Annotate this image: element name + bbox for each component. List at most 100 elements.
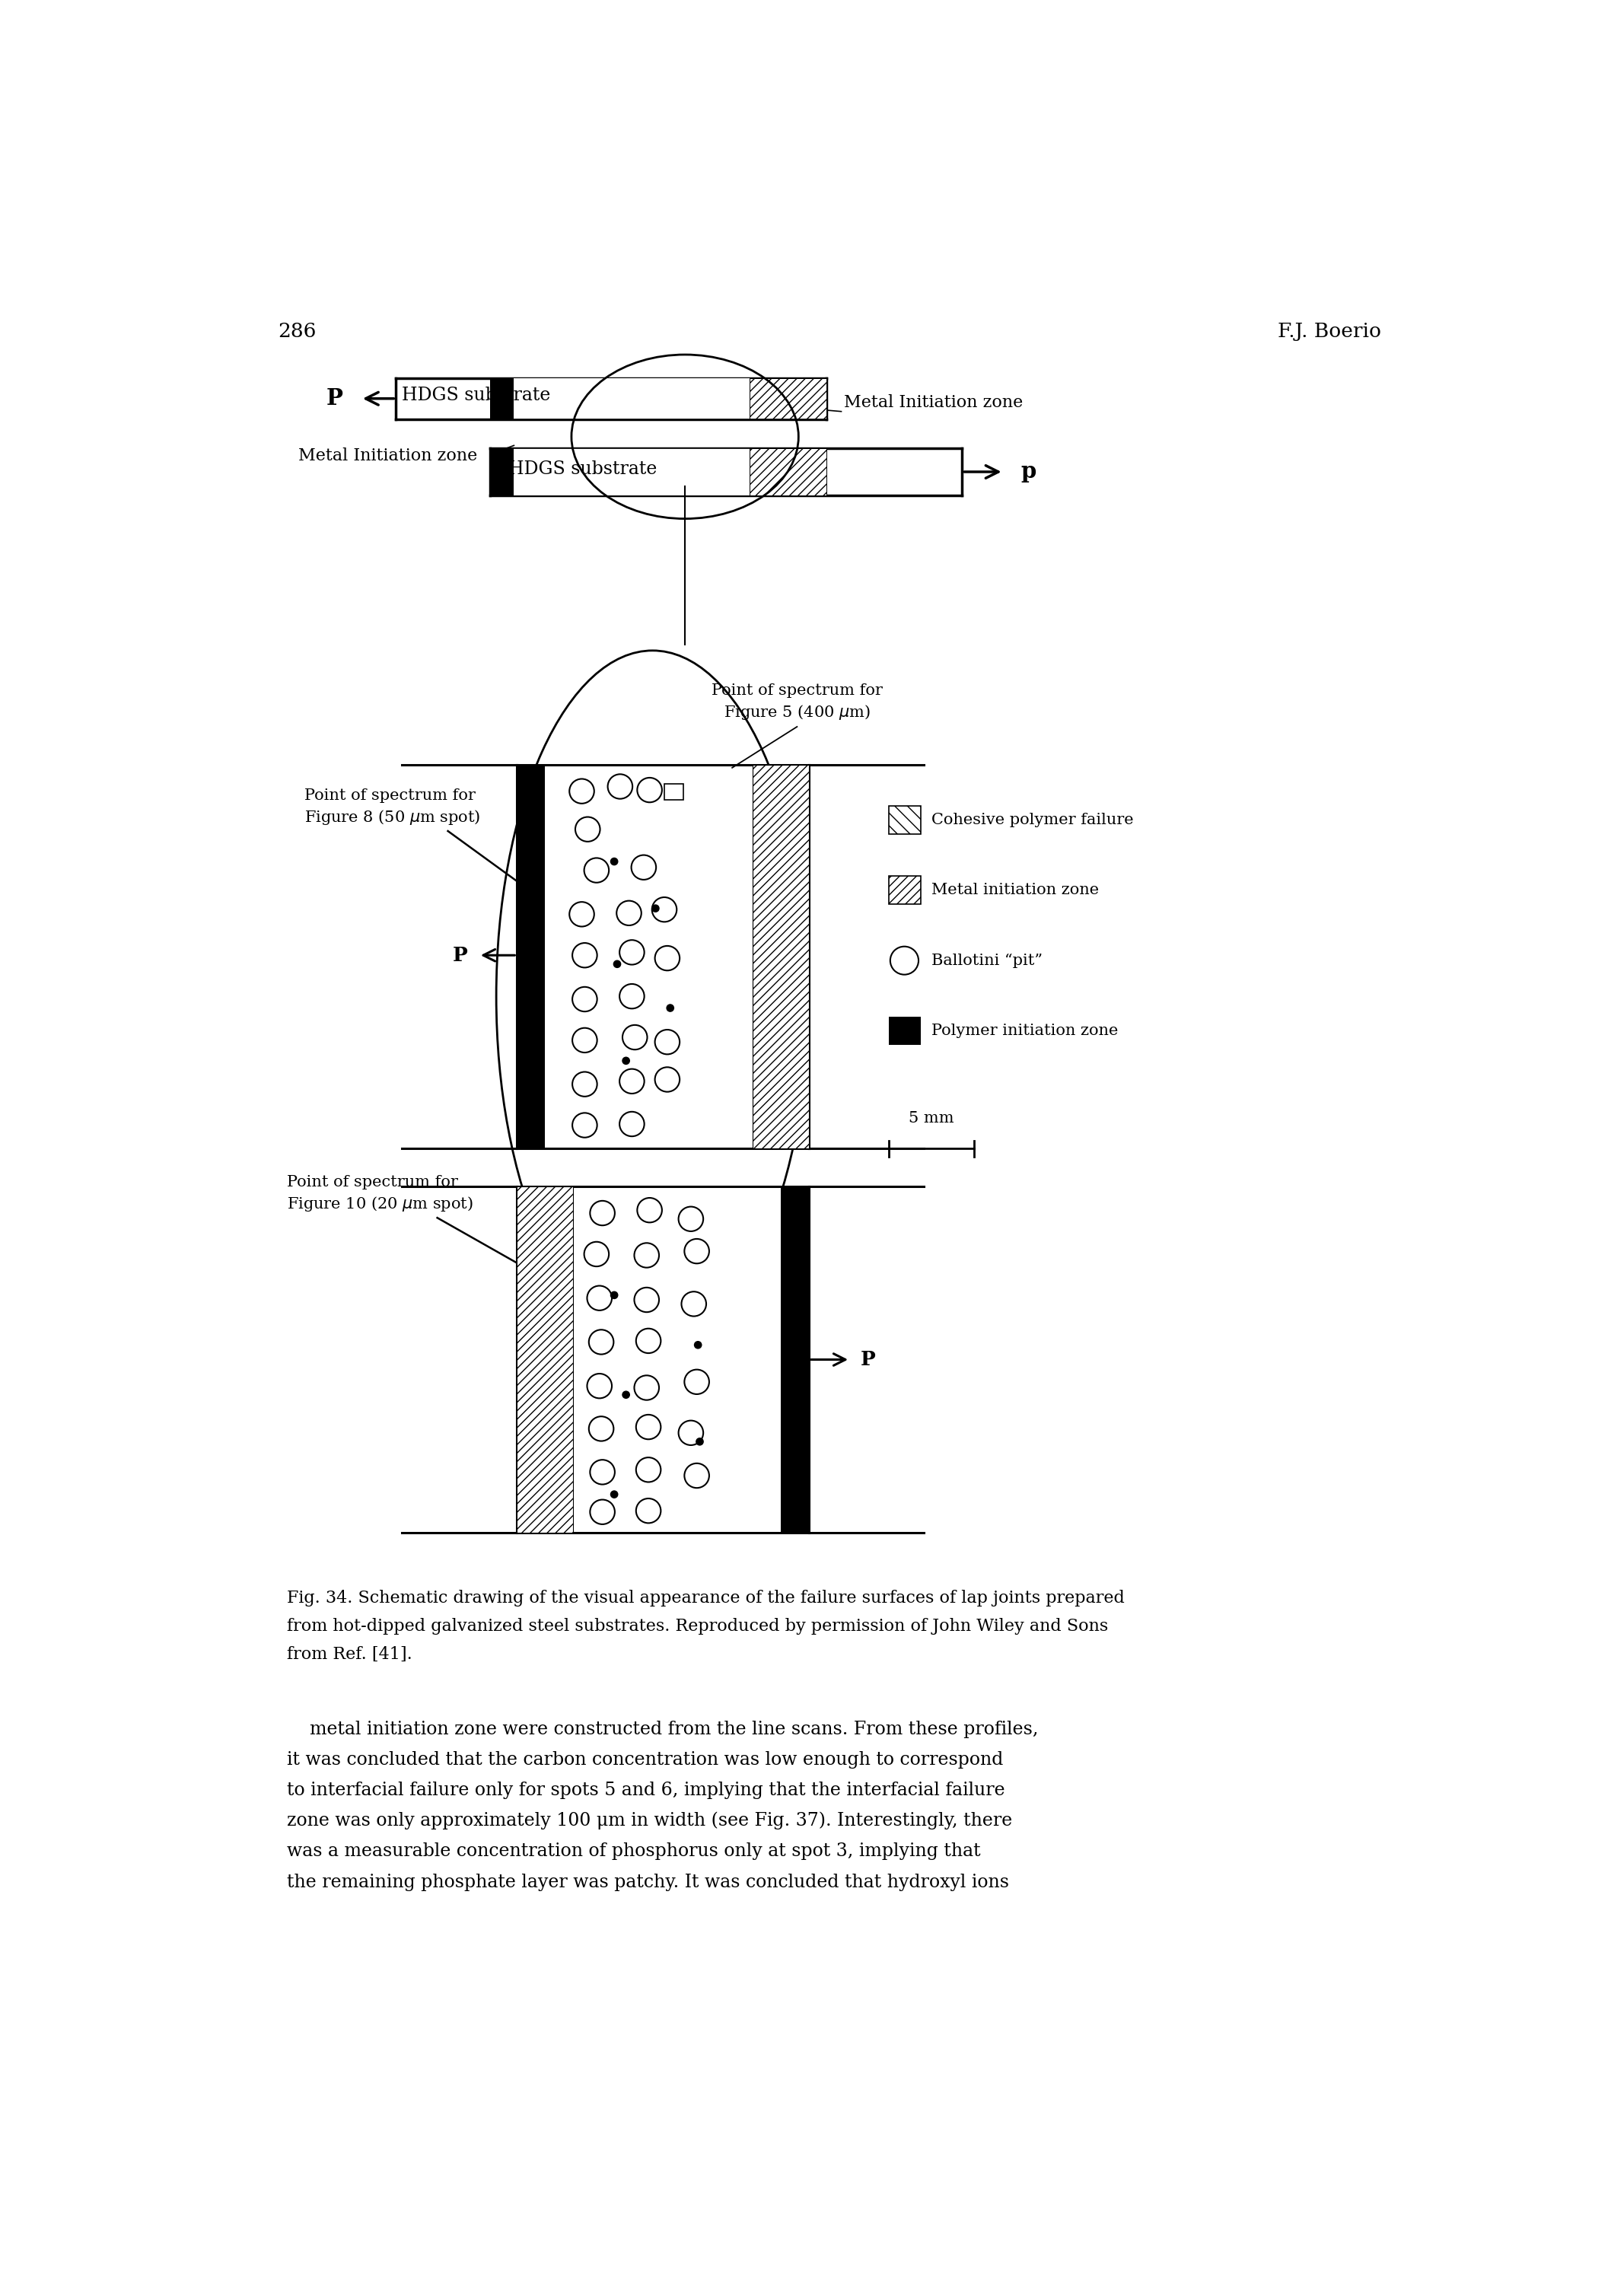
Circle shape [696,1437,704,1444]
Circle shape [586,1373,612,1398]
Circle shape [681,1293,706,1316]
Circle shape [611,859,617,866]
Circle shape [656,946,680,971]
Bar [490,379,514,420]
Text: it was concluded that the carbon concentration was low enough to correspond: it was concluded that the carbon concent… [287,1752,1004,1768]
Text: Figure 8 (50 $\mu$m spot): Figure 8 (50 $\mu$m spot) [304,808,480,827]
Circle shape [636,1458,661,1481]
Circle shape [685,1240,709,1263]
Circle shape [620,939,644,964]
Circle shape [636,1329,661,1352]
Text: from Ref. [41].: from Ref. [41]. [287,1646,412,1662]
Circle shape [636,1499,661,1522]
Text: HDGS substrate: HDGS substrate [507,459,657,478]
Bar [517,1187,574,1531]
Text: metal initiation zone were constructed from the line scans. From these profiles,: metal initiation zone were constructed f… [287,1722,1039,1738]
Bar [780,1187,809,1531]
Bar [514,448,749,496]
Text: Point of spectrum for: Point of spectrum for [287,1176,458,1189]
Circle shape [611,1293,617,1300]
Circle shape [620,1070,644,1093]
Text: Cohesive polymer failure: Cohesive polymer failure [931,813,1134,827]
Circle shape [572,944,598,967]
Circle shape [891,946,918,974]
Bar [749,448,826,496]
Bar [888,1017,921,1045]
Bar [517,1187,809,1531]
Circle shape [569,778,594,804]
Circle shape [614,960,620,967]
Circle shape [638,1199,662,1221]
Circle shape [590,1417,614,1442]
Text: from hot-dipped galvanized steel substrates. Reproduced by permission of John Wi: from hot-dipped galvanized steel substra… [287,1619,1108,1635]
Text: p: p [1021,461,1036,482]
Bar [490,448,514,496]
Circle shape [590,1201,615,1226]
Text: to interfacial failure only for spots 5 and 6, implying that the interfacial fai: to interfacial failure only for spots 5 … [287,1782,1005,1800]
Text: P: P [453,946,467,964]
Text: Ballotini “pit”: Ballotini “pit” [931,953,1042,969]
Bar [517,765,809,1148]
Circle shape [622,1056,630,1065]
Text: Polymer initiation zone: Polymer initiation zone [931,1024,1118,1038]
Bar [514,379,749,420]
Circle shape [572,1029,598,1052]
Circle shape [622,1024,648,1049]
Circle shape [585,859,609,882]
Circle shape [572,1072,598,1097]
Text: Point of spectrum for: Point of spectrum for [712,684,883,698]
Circle shape [585,1242,609,1267]
Circle shape [656,1029,680,1054]
Text: zone was only approximately 100 μm in width (see Fig. 37). Interestingly, there: zone was only approximately 100 μm in wi… [287,1812,1012,1830]
Circle shape [590,1499,615,1525]
Circle shape [636,1414,661,1440]
Circle shape [667,1003,673,1013]
Text: Point of spectrum for: Point of spectrum for [304,788,475,804]
Circle shape [632,854,656,879]
Bar [888,806,921,833]
Text: Metal Initiation zone: Metal Initiation zone [844,395,1023,411]
Text: P: P [325,388,343,409]
Circle shape [652,898,677,923]
Bar [517,765,545,1148]
Circle shape [678,1421,704,1444]
Circle shape [572,987,598,1013]
Text: 286: 286 [279,321,316,340]
Bar [664,783,683,799]
Text: F.J. Boerio: F.J. Boerio [1278,321,1381,340]
Circle shape [611,1490,617,1497]
Text: the remaining phosphate layer was patchy. It was concluded that hydroxyl ions: the remaining phosphate layer was patchy… [287,1874,1008,1892]
Circle shape [635,1288,659,1311]
Text: 5 mm: 5 mm [909,1111,954,1125]
Circle shape [685,1463,709,1488]
Circle shape [575,817,599,843]
Circle shape [652,905,659,912]
Circle shape [590,1329,614,1355]
Text: Metal initiation zone: Metal initiation zone [931,884,1099,898]
Circle shape [617,900,641,925]
Text: Figure 10 (20 $\mu$m spot): Figure 10 (20 $\mu$m spot) [287,1194,474,1212]
Circle shape [620,985,644,1008]
Circle shape [685,1368,709,1394]
Circle shape [586,1286,612,1311]
Bar [749,379,826,420]
Circle shape [656,1068,680,1093]
Text: Fig. 34. Schematic drawing of the visual appearance of the failure surfaces of l: Fig. 34. Schematic drawing of the visual… [287,1589,1124,1607]
Circle shape [620,1111,644,1137]
Bar [752,765,809,1148]
Circle shape [638,778,662,801]
Text: P: P [860,1350,876,1368]
Bar [888,877,921,905]
Circle shape [678,1208,704,1231]
Circle shape [635,1375,659,1401]
Circle shape [622,1391,630,1398]
Circle shape [607,774,633,799]
Circle shape [694,1341,701,1348]
Circle shape [635,1242,659,1267]
Text: Figure 5 (400 $\mu$m): Figure 5 (400 $\mu$m) [723,703,870,721]
Circle shape [590,1460,615,1486]
Text: Metal Initiation zone: Metal Initiation zone [298,448,478,464]
Text: HDGS substrate: HDGS substrate [401,388,551,404]
Text: was a measurable concentration of phosphorus only at spot 3, implying that: was a measurable concentration of phosph… [287,1844,981,1860]
Circle shape [569,902,594,928]
